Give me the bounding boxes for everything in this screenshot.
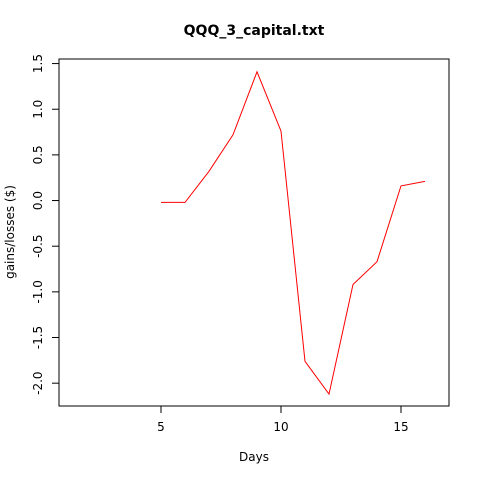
x-tick-label: 15 [393, 420, 408, 434]
x-tick-label: 5 [157, 420, 165, 434]
y-tick-label: -0.5 [31, 234, 45, 257]
y-tick-label: 1.5 [31, 54, 45, 73]
y-tick-label: 0.5 [31, 145, 45, 164]
series-layer [161, 70, 426, 396]
y-tick-label: -1.0 [31, 280, 45, 303]
x-axis-label: Days [239, 450, 269, 464]
x-axis: 5 10 15 [157, 406, 409, 434]
chart-title: QQQ_3_capital.txt [184, 23, 325, 39]
y-axis-label: gains/losses ($) [3, 185, 17, 279]
y-tick-label: 1.0 [31, 100, 45, 119]
plot-frame [58, 58, 450, 407]
y-tick-label: 0.0 [31, 191, 45, 210]
y-tick-label: -2.0 [31, 371, 45, 394]
y-axis: -2.0 -1.5 -1.0 -0.5 0.0 0.5 1.0 1.5 [31, 54, 59, 395]
x-tick-label: 10 [273, 420, 288, 434]
y-tick-label: -1.5 [31, 326, 45, 349]
series-line-0 [161, 70, 426, 396]
